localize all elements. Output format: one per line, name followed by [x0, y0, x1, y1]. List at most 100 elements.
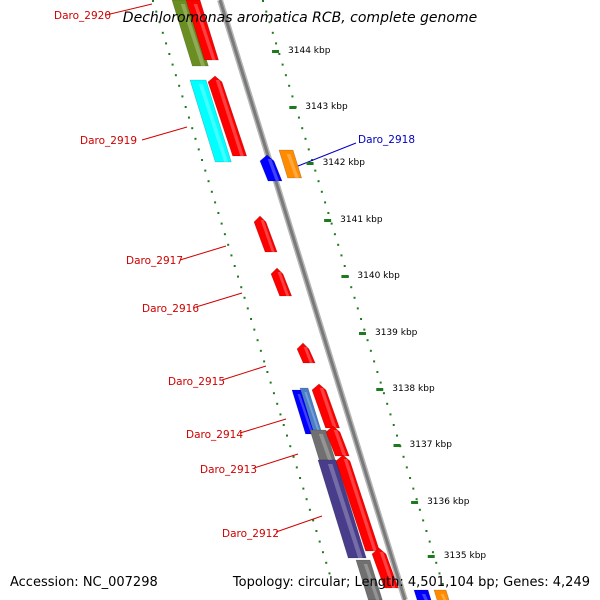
- scale-major-tick: [393, 444, 401, 447]
- gene-label[interactable]: Daro_2917: [126, 255, 183, 267]
- gene-feature[interactable]: [311, 383, 340, 429]
- gene-label[interactable]: Daro_2916: [142, 303, 199, 315]
- scale-major-tick: [289, 106, 297, 109]
- scale-major-tick: [427, 555, 435, 558]
- scale-tick: [386, 402, 389, 405]
- scale-tick: [356, 307, 359, 310]
- gene-feature[interactable]: [270, 267, 293, 297]
- scale-major-tick: [358, 332, 366, 335]
- scale-tick: [250, 318, 253, 320]
- scale-tick: [389, 413, 392, 416]
- gene-label[interactable]: Daro_2918: [358, 134, 415, 146]
- scale-tick: [207, 180, 210, 183]
- gene-feature[interactable]: [296, 342, 316, 364]
- gene-label-leader: [275, 515, 323, 533]
- scale-tick: [278, 53, 281, 55]
- scale-tick: [366, 339, 369, 342]
- scale-major-tick: [324, 219, 332, 222]
- gene-feature[interactable]: [253, 215, 278, 253]
- scale-tick: [292, 455, 295, 458]
- scale-labels: 3144 kbp 3143 kbp 3142 kbp 3141 kbp 3140 kbp…: [272, 46, 486, 561]
- scale-tick: [230, 254, 233, 257]
- scale-label: 3138 kbp: [392, 384, 435, 394]
- scale-tick: [161, 31, 164, 34]
- scale-tick: [369, 349, 372, 352]
- scale-tick: [191, 127, 194, 130]
- gene-feature[interactable]: [317, 459, 367, 559]
- scale-tick: [318, 540, 321, 543]
- scale-tick: [256, 339, 259, 342]
- scale-tick: [165, 42, 168, 45]
- scale-tick: [412, 487, 415, 490]
- scale-tick: [152, 0, 154, 2]
- scale-label: 3139 kbp: [375, 328, 418, 338]
- map-title: Dechloromonas aromatica RCB, complete ge…: [123, 10, 477, 26]
- scale-major-tick: [376, 388, 384, 391]
- gene-label-leader: [179, 245, 227, 261]
- gene-feature[interactable]: [413, 589, 432, 600]
- scale-tick: [223, 233, 226, 236]
- gene-feature[interactable]: [189, 79, 232, 163]
- scale-tick: [187, 116, 190, 119]
- scale-tick: [282, 424, 285, 426]
- scale-tick: [317, 180, 320, 183]
- gene-feature[interactable]: [278, 149, 303, 179]
- scale-ticks: [152, 0, 444, 585]
- gene-label[interactable]: Daro_2914: [186, 429, 243, 441]
- scale-tick: [291, 95, 294, 98]
- gene-feature[interactable]: [207, 75, 248, 157]
- scale-label: 3141 kbp: [340, 215, 383, 225]
- scale-tick: [181, 95, 184, 98]
- backbone: [217, 0, 408, 600]
- scale-tick: [272, 392, 275, 395]
- scale-tick: [327, 212, 330, 214]
- gene-features: [171, 0, 450, 600]
- scale-tick: [284, 74, 287, 77]
- gene-feature[interactable]: [185, 0, 219, 61]
- scale-tick: [276, 402, 279, 405]
- scale-tick: [289, 445, 292, 448]
- scale-tick: [259, 349, 262, 352]
- gene-feature[interactable]: [355, 559, 383, 600]
- gene-feature[interactable]: [335, 454, 381, 552]
- scale-tick: [227, 243, 230, 246]
- scale-tick: [253, 328, 256, 331]
- gene-feature[interactable]: [433, 589, 450, 600]
- scale-label: 3140 kbp: [357, 271, 400, 281]
- scale-tick: [314, 169, 317, 172]
- scale-tick: [435, 561, 438, 564]
- scale-tick: [265, 10, 268, 13]
- gene-label[interactable]: Daro_2920: [54, 10, 111, 22]
- scale-tick: [402, 455, 405, 458]
- gene-feature[interactable]: [325, 425, 350, 457]
- gene-label[interactable]: Daro_2919: [80, 135, 137, 147]
- scale-tick: [360, 318, 363, 320]
- scale-tick: [220, 222, 223, 225]
- gene-feature[interactable]: [259, 154, 283, 182]
- scale-tick: [382, 392, 385, 395]
- scale-tick: [392, 424, 395, 426]
- gene-label[interactable]: Daro_2915: [168, 376, 225, 388]
- scale-label: 3135 kbp: [444, 551, 487, 561]
- scale-tick: [297, 116, 300, 119]
- scale-tick: [269, 381, 272, 384]
- gene-label[interactable]: Daro_2913: [200, 464, 257, 476]
- scale-tick: [197, 148, 200, 151]
- scale-tick: [409, 477, 412, 479]
- scale-tick: [266, 371, 269, 373]
- scale-tick: [204, 169, 207, 172]
- scale-tick: [307, 148, 310, 151]
- scale-tick: [343, 265, 346, 267]
- gene-feature[interactable]: [171, 0, 209, 67]
- gene-label-leader: [239, 418, 287, 434]
- scale-tick: [233, 265, 236, 267]
- scale-tick: [236, 275, 239, 278]
- scale-tick: [210, 190, 213, 193]
- gene-label[interactable]: Daro_2912: [222, 528, 279, 540]
- gene-label-leader: [253, 453, 299, 469]
- scale-tick: [340, 254, 343, 257]
- scale-tick: [415, 498, 418, 501]
- genome-summary-text: Topology: circular; Length: 4,501,104 bp…: [232, 575, 590, 590]
- scale-tick: [431, 551, 434, 554]
- gene-feature[interactable]: [371, 547, 399, 589]
